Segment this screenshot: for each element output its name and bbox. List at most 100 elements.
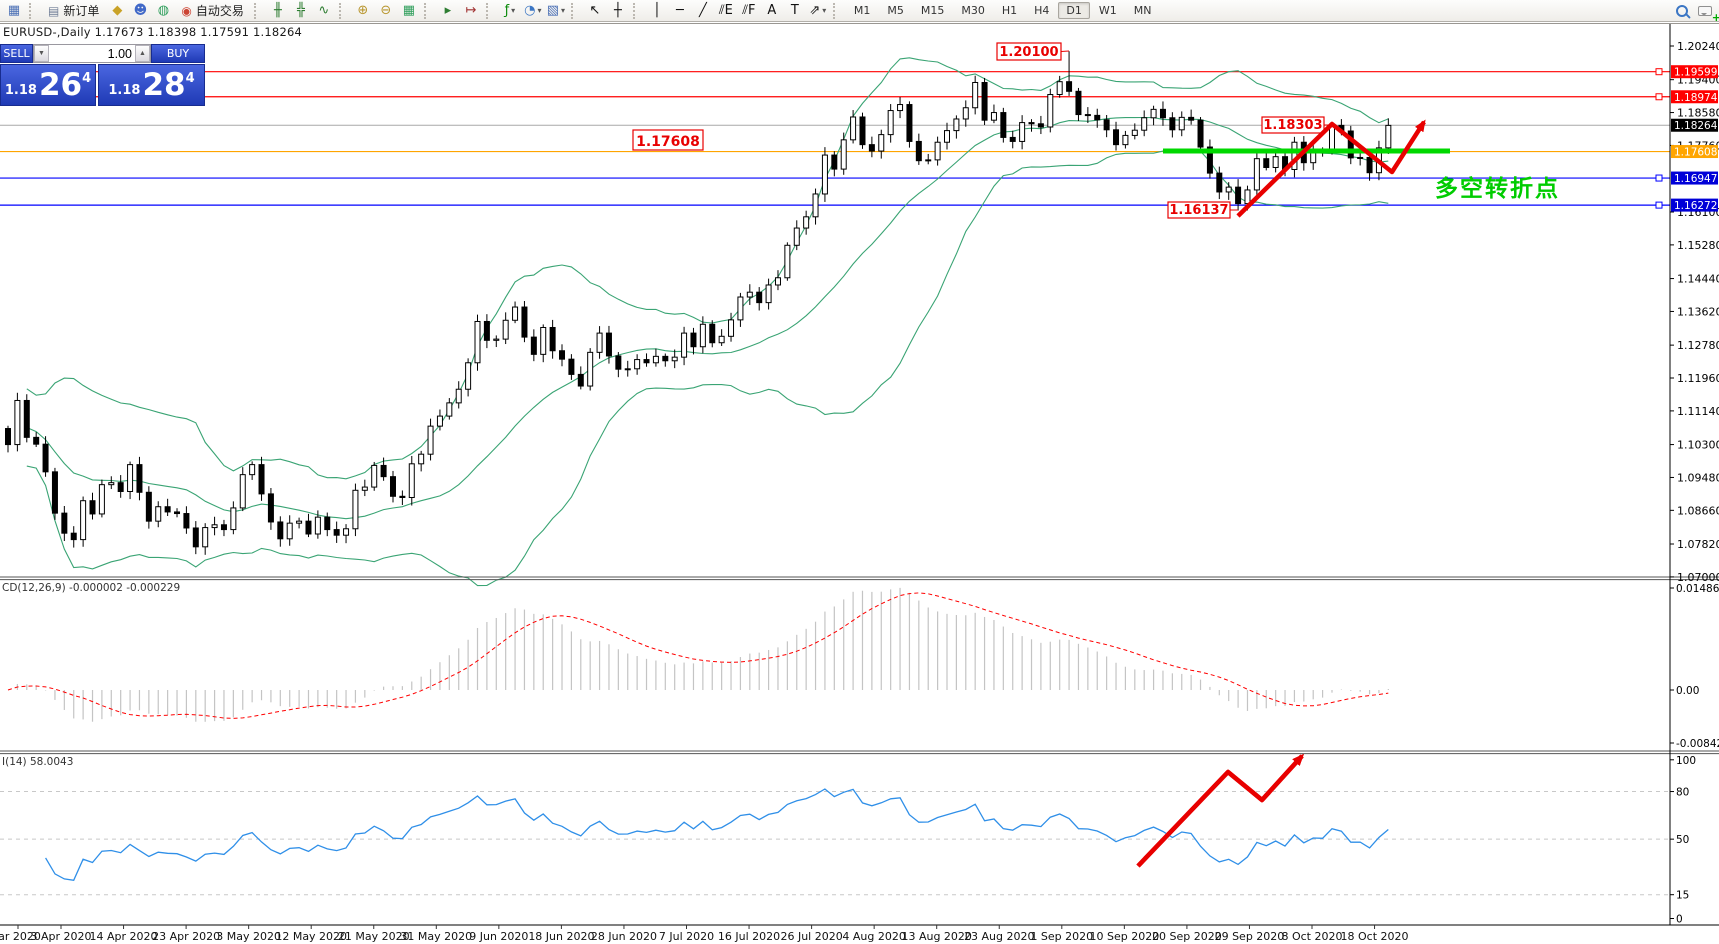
timeframe-mn[interactable]: MN <box>1133 4 1152 17</box>
line-chart-type-icon[interactable]: ∿ <box>313 1 335 21</box>
candle <box>1019 122 1026 142</box>
candle <box>493 338 500 341</box>
candle <box>33 436 40 445</box>
periods-clock-icon[interactable]: ◔ ▾ <box>522 1 544 21</box>
timeframe-m15[interactable]: M15 <box>920 4 945 17</box>
candle <box>51 471 58 514</box>
volume-decrease-button[interactable]: ▼ <box>34 45 49 62</box>
toolbar-separator <box>832 2 842 19</box>
price-label-box[interactable] <box>632 129 704 151</box>
timeframe-m1[interactable]: M1 <box>853 4 871 17</box>
volume-input[interactable] <box>49 45 135 62</box>
candle <box>1263 158 1270 168</box>
candle <box>80 500 87 541</box>
alert-horn-icon[interactable]: ◆ <box>106 1 128 21</box>
horizontal-line-tool-icon[interactable]: ─ <box>669 1 691 21</box>
candle <box>1122 134 1129 146</box>
zoom-in-icon[interactable]: ⊕ <box>352 1 374 21</box>
zoom-out-icon[interactable]: ⊖ <box>375 1 397 21</box>
line-handle[interactable] <box>1655 93 1663 101</box>
trendline-tool-icon[interactable]: ╱ <box>692 1 714 21</box>
add-indicator-icon[interactable]: ƒ ▾ <box>499 1 521 21</box>
timeframe-h4[interactable]: H4 <box>1034 4 1050 17</box>
chat-button[interactable] <box>1694 1 1716 21</box>
candle <box>239 474 246 509</box>
buy-price-button[interactable]: 1.18 28 4 <box>98 64 205 106</box>
candle <box>155 506 162 522</box>
text-label-tool-icon[interactable]: T <box>784 1 806 21</box>
candle <box>192 527 199 548</box>
one-click-trading-panel: SELL ▼ ▲ BUY 1.18 26 4 1.18 28 4 <box>0 44 205 106</box>
date-label: 21 May 2020 <box>338 930 410 943</box>
price-tick-label: 1.12780 <box>1677 339 1719 352</box>
candle <box>371 464 378 488</box>
text-tool-icon[interactable]: A <box>761 1 783 21</box>
timeframe-h1[interactable]: H1 <box>1001 4 1018 17</box>
date-label: 23 Apr 2020 <box>152 930 220 943</box>
auto-trading-button[interactable]: ◉ 自动交易 <box>175 1 250 21</box>
signal-icon[interactable]: ◍ <box>152 1 174 21</box>
candle <box>1028 122 1035 125</box>
bar-chart-type-icon[interactable]: ╫ <box>267 1 289 21</box>
candle <box>70 532 77 541</box>
periods-clock-icon: ◔ <box>524 2 536 18</box>
candle <box>502 319 509 340</box>
timeframe-m5[interactable]: M5 <box>887 4 904 17</box>
auto-scroll-icon[interactable]: ▸ <box>437 1 459 21</box>
tile-windows-icon[interactable]: ▦ <box>398 1 420 21</box>
vertical-line-tool-icon[interactable]: │ <box>646 1 668 21</box>
date-label: 16 Jul 2020 <box>718 930 780 943</box>
chart-template-icon[interactable]: ▧ ▾ <box>545 1 567 21</box>
search-button[interactable] <box>1671 1 1693 21</box>
new-order-button[interactable]: ▤ 新订单 <box>42 1 105 21</box>
profile-icon[interactable]: ☻ <box>129 1 151 21</box>
candle <box>174 511 181 515</box>
sell-price-button[interactable]: 1.18 26 4 <box>0 64 96 106</box>
sell-label[interactable]: SELL <box>0 44 33 63</box>
zoom-out-icon: ⊖ <box>380 2 392 18</box>
price-label-box[interactable] <box>1167 201 1231 219</box>
line-handle[interactable] <box>1655 201 1663 209</box>
vertical-line-tool-icon: │ <box>652 2 661 18</box>
candle <box>1188 116 1195 121</box>
line-handle[interactable] <box>1655 174 1663 182</box>
chart-shift-icon[interactable]: ↦ <box>460 1 482 21</box>
candle <box>512 306 519 321</box>
candle <box>1159 108 1166 119</box>
main-trend-arrow[interactable] <box>1236 119 1426 218</box>
text-label-tool-icon: T <box>790 2 799 18</box>
buy-price-pip: 4 <box>185 71 195 86</box>
price-label-box[interactable] <box>996 42 1062 61</box>
candle <box>671 356 678 362</box>
candlestick-chart-type-icon[interactable]: ╬ <box>290 1 312 21</box>
candle <box>709 323 716 344</box>
buy-label[interactable]: BUY <box>151 44 205 63</box>
timeframe-m30[interactable]: M30 <box>961 4 985 17</box>
cursor-icon: ↖ <box>589 2 601 18</box>
cursor-icon[interactable]: ↖ <box>584 1 606 21</box>
line-handle[interactable] <box>1655 68 1663 76</box>
timeframe-w1[interactable]: W1 <box>1098 4 1117 17</box>
timeframe-d1[interactable]: D1 <box>1058 2 1090 19</box>
rsi-trend-arrow[interactable] <box>1136 753 1305 868</box>
candle <box>408 463 415 499</box>
crosshair-icon[interactable]: ┼ <box>607 1 629 21</box>
price-label-box[interactable] <box>1261 116 1325 134</box>
date-label: 31 May 2020 <box>400 930 472 943</box>
price-tick-label: 1.20240 <box>1677 40 1719 53</box>
volume-increase-button[interactable]: ▲ <box>135 45 150 62</box>
candle <box>380 464 387 478</box>
chart-preview-icon[interactable]: ▦ <box>3 1 25 21</box>
rsi-trend-arrow[interactable] <box>1136 753 1305 868</box>
fibonacci-tool-icon[interactable]: ⫽F <box>738 1 760 21</box>
toolbar-separator <box>423 2 433 19</box>
date-label: 8 Oct 2020 <box>1281 930 1342 943</box>
equidistant-channel-tool-icon[interactable]: ⫽E <box>715 1 737 21</box>
cn-note-text[interactable]: 多空转折点 <box>1435 175 1560 202</box>
candle <box>1084 114 1091 117</box>
date-label: 18 Jun 2020 <box>528 930 594 943</box>
horizontal-line-tool-icon: ─ <box>675 2 684 18</box>
date-label: 4 Aug 2020 <box>842 930 905 943</box>
arrows-tool-icon[interactable]: ⇗ ▾ <box>807 1 829 21</box>
